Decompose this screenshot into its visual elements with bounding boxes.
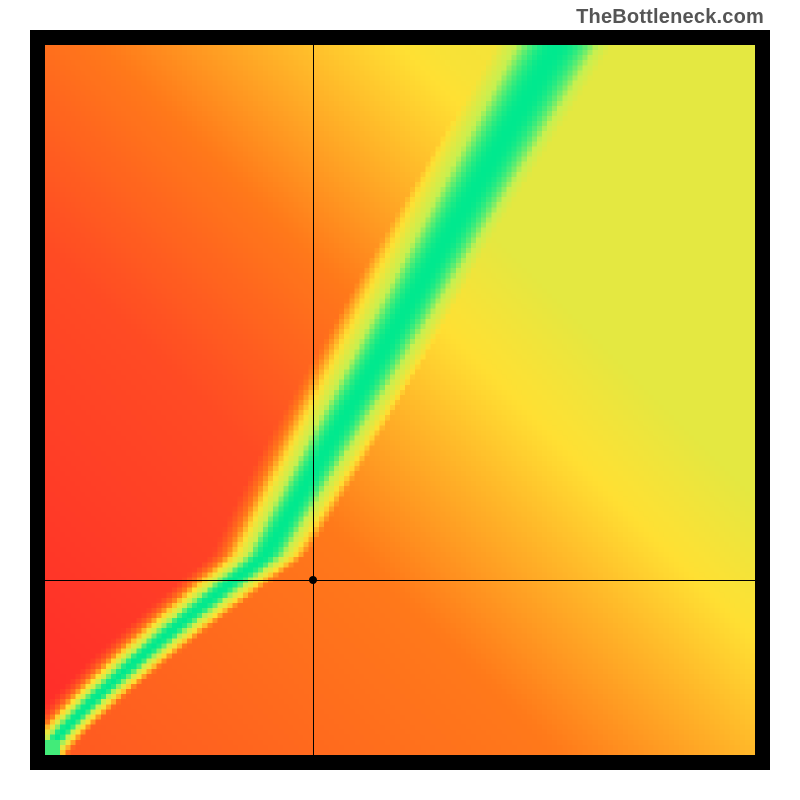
- attribution-text: TheBottleneck.com: [576, 6, 764, 29]
- chart-container: TheBottleneck.com: [0, 0, 800, 800]
- plot-frame: [30, 30, 770, 770]
- crosshair-horizontal: [45, 580, 755, 581]
- crosshair-vertical: [313, 45, 314, 755]
- heatmap-canvas: [45, 45, 755, 755]
- marker-point: [309, 576, 317, 584]
- plot-area: [45, 45, 755, 755]
